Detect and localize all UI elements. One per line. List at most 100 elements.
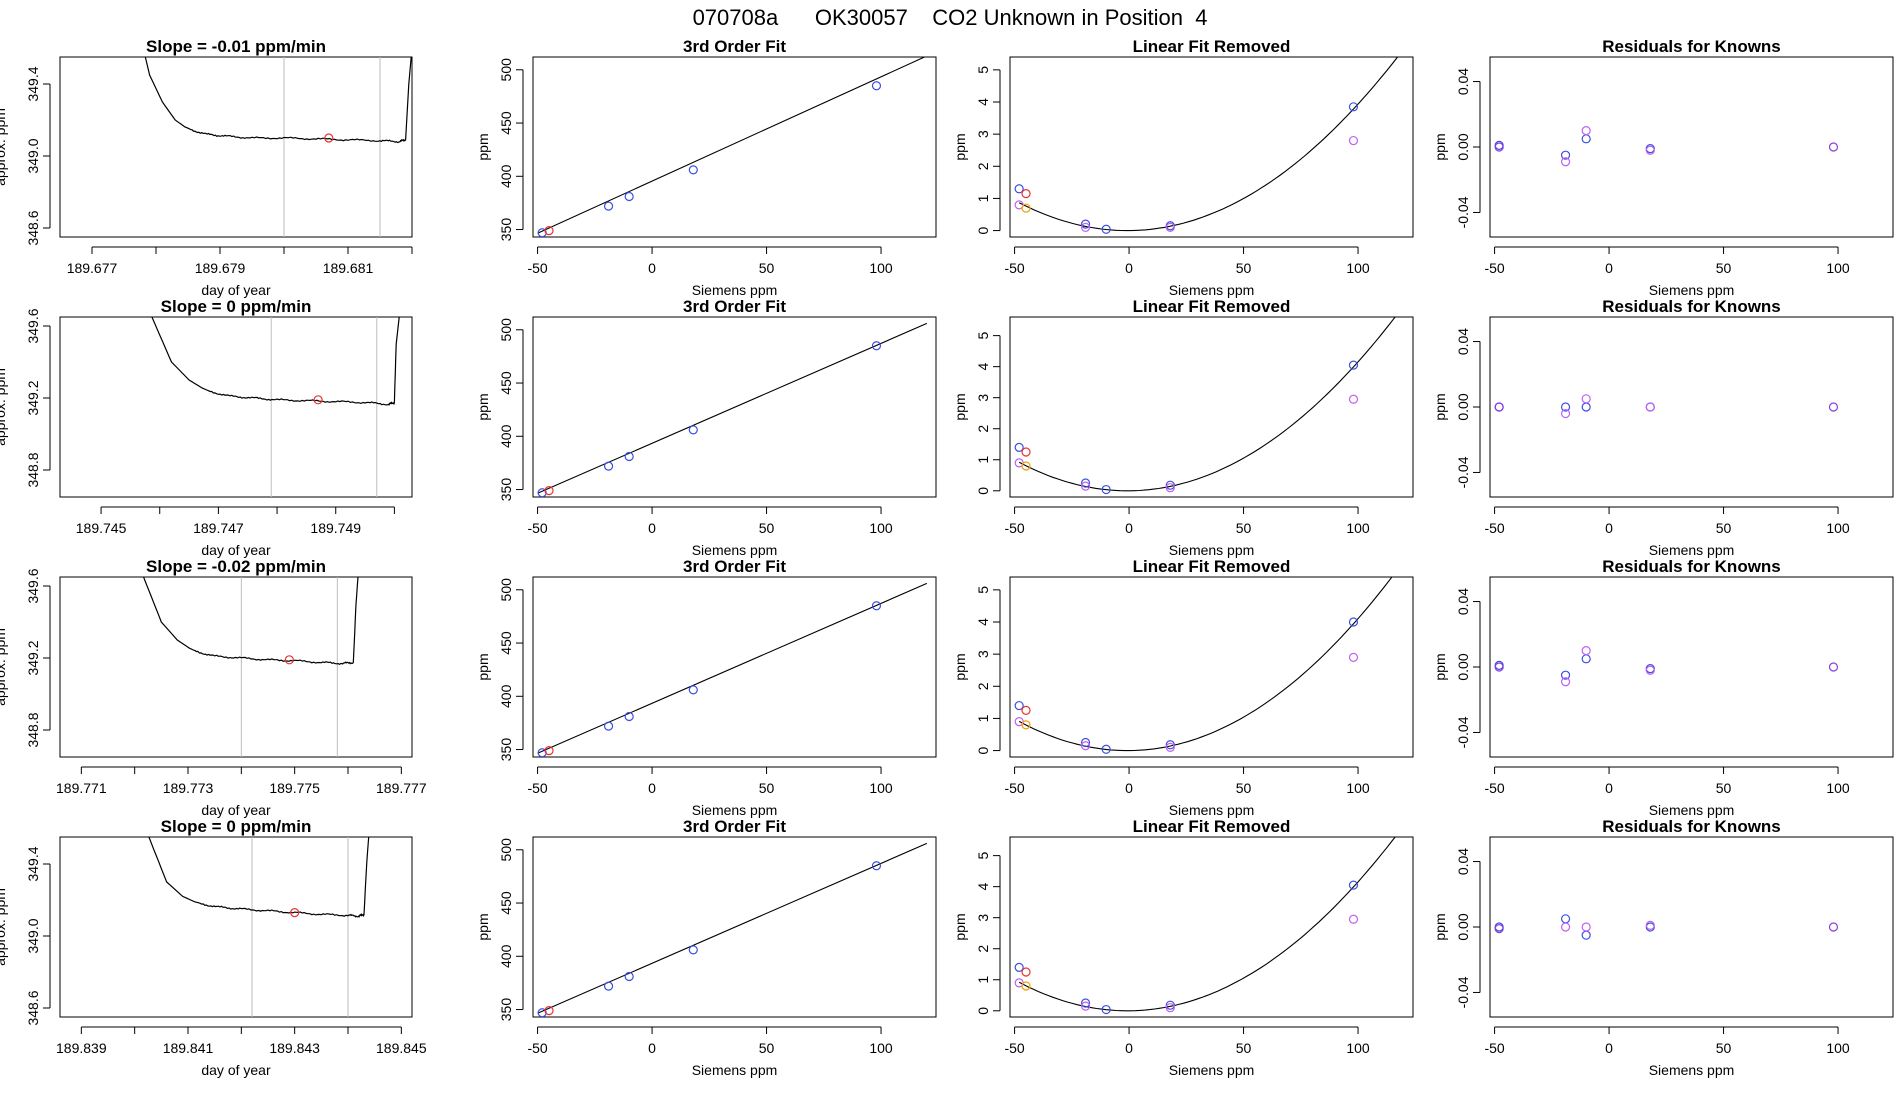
y-tick-label: -0.04 <box>1455 456 1471 488</box>
plot-area <box>148 837 370 1017</box>
y-tick-label: 500 <box>498 838 514 862</box>
x-tick-label: -50 <box>1004 780 1024 796</box>
plot-frame <box>532 316 937 498</box>
y-tick-label: 400 <box>498 424 514 448</box>
y-axis-label: ppm <box>952 393 968 420</box>
plot-area <box>537 582 928 757</box>
x-axis-label: Siemens ppm <box>1649 542 1735 558</box>
x-tick-label: 100 <box>1346 780 1370 796</box>
data-point <box>1021 967 1031 977</box>
data-point <box>1645 665 1655 675</box>
data-point <box>1494 402 1504 412</box>
x-tick-label: 189.681 <box>323 260 374 276</box>
y-tick-label: 3 <box>975 650 991 658</box>
y-tick-label: 500 <box>498 318 514 342</box>
y-axis-label: ppm <box>1432 393 1448 420</box>
mean-marker <box>313 395 323 405</box>
plot-frame <box>1489 316 1894 498</box>
x-tick-label: -50 <box>1484 780 1504 796</box>
plot-area <box>537 842 928 1017</box>
data-point <box>1645 145 1655 155</box>
y-tick-label: 400 <box>498 164 514 188</box>
x-tick-label: 100 <box>1826 1040 1850 1056</box>
y-tick-label: 348.8 <box>25 712 41 747</box>
data-point <box>544 226 554 236</box>
x-tick-label: 189.841 <box>163 1040 214 1056</box>
x-tick-label: 189.777 <box>376 780 427 796</box>
data-point <box>1581 134 1591 144</box>
data-point <box>1021 447 1031 457</box>
x-axis-label: Siemens ppm <box>692 282 778 298</box>
y-axis-label: approx. ppm <box>0 628 8 706</box>
y-tick-label: 349.4 <box>25 846 41 881</box>
resid-panel: Residuals for Knowns Siemens ppm ppm -50 0 50… <box>1432 817 1894 1078</box>
data-point <box>1581 922 1591 932</box>
y-tick-label: 0.04 <box>1455 328 1471 355</box>
y-tick-label: 5 <box>975 66 991 74</box>
y-tick-label: 450 <box>498 631 514 655</box>
x-tick-label: 100 <box>1346 1040 1370 1056</box>
x-tick-label: 50 <box>759 1040 775 1056</box>
x-tick-label: -50 <box>527 1040 547 1056</box>
data-point <box>1021 720 1031 730</box>
plot-title: 3rd Order Fit <box>683 557 786 576</box>
x-axis-label: Siemens ppm <box>1649 1062 1735 1078</box>
y-axis-label: ppm <box>1432 133 1448 160</box>
data-point <box>1348 360 1359 370</box>
y-tick-label: 349.6 <box>25 568 41 603</box>
plot-title: Slope = -0.02 ppm/min <box>146 557 326 576</box>
data-point <box>1165 1003 1175 1013</box>
plot-title: 3rd Order Fit <box>683 817 786 836</box>
plot-title: Residuals for Knowns <box>1602 817 1781 836</box>
y-tick-label: 4 <box>975 98 991 106</box>
data-point <box>603 721 614 731</box>
y-tick-label: 349.2 <box>25 640 41 675</box>
data-point <box>1581 402 1591 412</box>
x-tick-label: 0 <box>1605 780 1613 796</box>
data-point <box>1645 402 1655 412</box>
x-axis-label: Siemens ppm <box>1169 542 1255 558</box>
x-tick-label: 50 <box>759 780 775 796</box>
data-point <box>1560 922 1571 932</box>
data-point <box>1560 157 1571 167</box>
y-tick-label: 450 <box>498 891 514 915</box>
y-tick-label: 348.6 <box>25 210 41 245</box>
x-tick-label: 100 <box>869 260 893 276</box>
plot-area <box>1494 914 1839 940</box>
y-tick-label: 1 <box>975 194 991 202</box>
data-point <box>1021 203 1031 213</box>
panel-grid: Slope = -0.01 ppm/min day of year approx. … <box>0 37 1894 1078</box>
data-point <box>603 461 614 471</box>
data-point <box>688 685 698 695</box>
x-tick-label: 0 <box>648 260 656 276</box>
plot-area <box>142 577 359 757</box>
x-tick-label: 0 <box>1125 520 1133 536</box>
x-tick-label: 0 <box>1125 260 1133 276</box>
y-axis-label: ppm <box>952 653 968 680</box>
y-tick-label: 0.04 <box>1455 588 1471 615</box>
plot-area <box>1014 57 1399 234</box>
y-tick-label: 350 <box>498 738 514 762</box>
x-tick-label: 50 <box>1716 520 1732 536</box>
data-point <box>1165 483 1175 493</box>
data-point <box>871 601 882 611</box>
data-point <box>544 486 554 496</box>
y-tick-label: 1 <box>975 714 991 722</box>
data-point <box>1581 930 1591 940</box>
fit-line <box>537 57 926 234</box>
plot-area <box>1494 126 1839 167</box>
data-point <box>1165 480 1175 490</box>
x-tick-label: -50 <box>527 260 547 276</box>
data-point <box>1348 135 1359 146</box>
fit-panel: 3rd Order Fit Siemens ppm ppm -50 0 50 100 350 4… <box>475 817 937 1078</box>
data-point <box>871 81 882 91</box>
data-point <box>1101 1004 1111 1015</box>
plot-title: Linear Fit Removed <box>1133 817 1291 836</box>
data-point <box>871 341 882 351</box>
x-tick-label: 50 <box>1716 780 1732 796</box>
x-tick-label: -50 <box>1484 260 1504 276</box>
x-tick-label: -50 <box>527 520 547 536</box>
